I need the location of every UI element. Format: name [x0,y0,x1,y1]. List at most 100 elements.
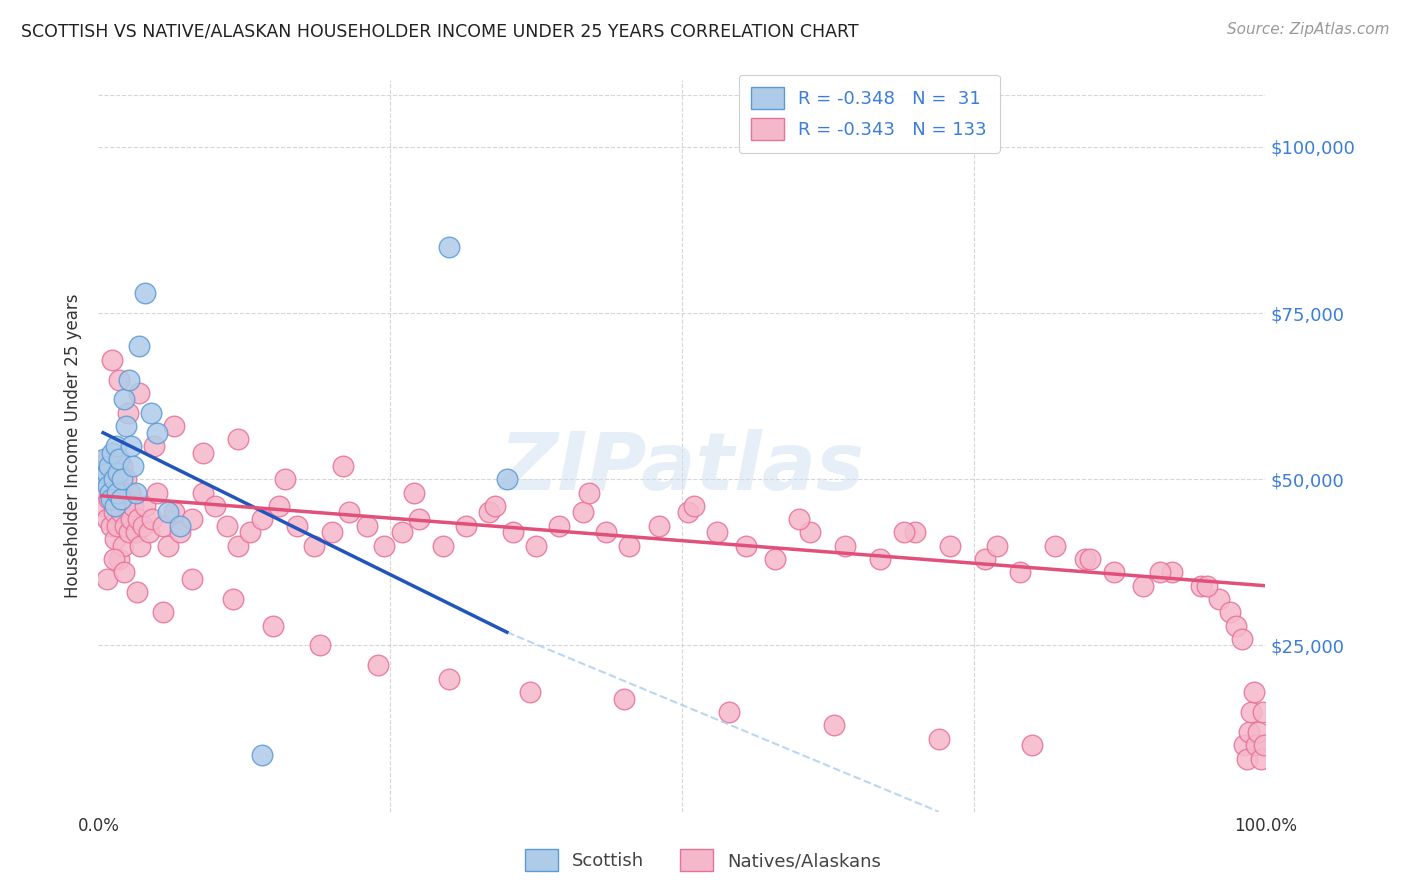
Point [1251,705,1274,719]
Point [112,566,135,580]
Point [169,525,191,540]
Point [1161,566,1184,580]
Point [274,472,297,486]
Point [763,552,786,566]
Point [97,452,120,467]
Point [101,352,124,367]
Point [180,512,202,526]
Text: Source: ZipAtlas.com: Source: ZipAtlas.com [1226,22,1389,37]
Point [735,539,758,553]
Point [96,512,118,526]
Point [337,506,360,520]
Point [239,525,262,540]
Point [519,685,541,699]
Point [221,591,243,606]
Y-axis label: Householder Income Under 25 years: Householder Income Under 25 years [65,293,83,599]
Point [103,552,125,566]
Point [108,372,131,386]
Point [1010,566,1032,580]
Point [180,572,202,586]
Point [115,419,138,434]
Point [1237,725,1260,739]
Point [1149,566,1171,580]
Point [111,458,134,473]
Point [111,472,134,486]
Point [1189,579,1212,593]
Legend: Scottish, Natives/Alaskans: Scottish, Natives/Alaskans [517,842,889,879]
Point [122,458,145,473]
Point [548,518,571,533]
Point [141,512,163,526]
Point [834,539,856,553]
Point [1080,552,1102,566]
Point [118,485,141,500]
Point [96,572,118,586]
Point [250,748,273,763]
Point [108,452,131,467]
Point [717,705,740,719]
Point [437,239,460,253]
Point [1250,751,1272,765]
Point [904,525,927,540]
Point [134,499,156,513]
Point [117,406,139,420]
Point [118,525,141,540]
Point [391,525,413,540]
Point [1225,618,1247,632]
Point [974,552,997,566]
Point [93,499,115,513]
Point [215,518,238,533]
Point [332,458,354,473]
Point [169,518,191,533]
Point [94,472,117,486]
Point [110,492,132,507]
Point [118,372,141,386]
Point [799,525,821,540]
Point [893,525,915,540]
Point [94,472,117,486]
Point [1240,705,1263,719]
Point [478,506,501,520]
Point [103,472,125,486]
Point [1253,738,1275,752]
Point [228,433,250,447]
Point [122,499,145,513]
Point [139,406,162,420]
Point [112,492,135,507]
Point [706,525,728,540]
Point [132,518,155,533]
Point [103,506,125,520]
Point [146,425,169,440]
Point [93,452,115,467]
Point [373,539,395,553]
Point [97,458,120,473]
Point [107,472,129,486]
Point [285,518,308,533]
Point [682,499,704,513]
Point [1230,632,1253,646]
Point [100,492,122,507]
Point [1208,591,1230,606]
Point [939,539,962,553]
Point [647,518,669,533]
Point [101,479,124,493]
Point [100,518,122,533]
Point [120,512,142,526]
Point [101,445,124,459]
Point [1195,579,1218,593]
Point [454,518,477,533]
Point [1247,725,1270,739]
Point [104,439,127,453]
Point [571,506,593,520]
Point [125,585,148,599]
Point [146,485,169,500]
Point [193,445,215,459]
Point [143,439,166,453]
Point [114,518,136,533]
Point [309,639,332,653]
Point [578,485,600,500]
Point [321,525,343,540]
Point [193,485,215,500]
Point [1243,685,1265,699]
Point [1244,738,1267,752]
